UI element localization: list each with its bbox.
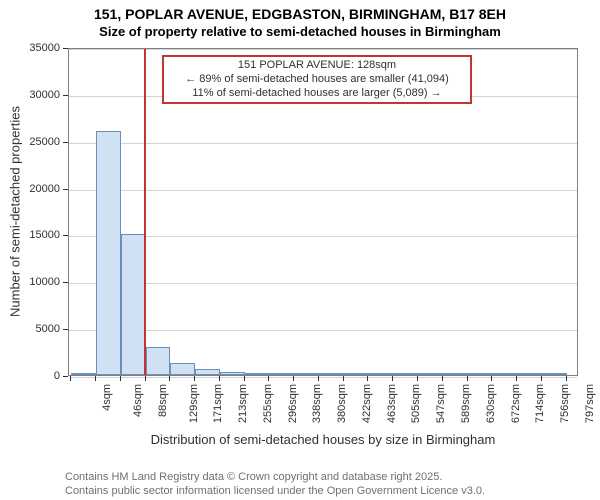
y-tick-mark [63, 282, 68, 283]
x-tick-label: 213sqm [237, 384, 249, 423]
x-tick-mark [268, 376, 269, 381]
histogram-bar [245, 373, 270, 375]
histogram-bar [418, 373, 442, 375]
x-tick-mark [145, 376, 146, 381]
x-tick-mark [70, 376, 71, 381]
y-tick-label: 35000 [20, 42, 60, 54]
histogram-bar [195, 369, 220, 375]
footer-attribution: Contains HM Land Registry data © Crown c… [65, 470, 485, 499]
plot-area: 151 POPLAR AVENUE: 128sqm← 89% of semi-d… [68, 48, 578, 376]
x-tick-label: 547sqm [436, 384, 448, 423]
reference-line [144, 49, 146, 375]
annotation-line3: 11% of semi-detached houses are larger (… [168, 87, 466, 101]
x-tick-label: 255sqm [262, 384, 274, 423]
x-tick-label: 4sqm [101, 384, 113, 411]
x-tick-mark [541, 376, 542, 381]
x-tick-label: 589sqm [460, 384, 472, 423]
chart-container: 151, POPLAR AVENUE, EDGBASTON, BIRMINGHA… [0, 0, 600, 500]
histogram-bar [269, 373, 294, 375]
chart-title-line2: Size of property relative to semi-detach… [0, 24, 600, 39]
x-tick-mark [367, 376, 368, 381]
x-tick-mark [343, 376, 344, 381]
x-tick-label: 46sqm [132, 384, 144, 417]
x-tick-label: 422sqm [361, 384, 373, 423]
x-tick-label: 463sqm [386, 384, 398, 423]
histogram-bar [170, 363, 195, 375]
x-tick-mark [194, 376, 195, 381]
y-tick-mark [63, 235, 68, 236]
y-tick-mark [63, 329, 68, 330]
histogram-bar [319, 373, 343, 375]
histogram-bar [492, 373, 517, 375]
x-tick-label: 797sqm [584, 384, 596, 423]
y-tick-label: 30000 [20, 89, 60, 101]
y-tick-label: 25000 [20, 136, 60, 148]
x-tick-mark [219, 376, 220, 381]
footer-line1: Contains HM Land Registry data © Crown c… [65, 470, 485, 484]
x-tick-mark [516, 376, 517, 381]
y-tick-label: 10000 [20, 276, 60, 288]
y-tick-mark [63, 142, 68, 143]
x-tick-mark [442, 376, 443, 381]
y-tick-mark [63, 48, 68, 49]
annotation-line2: ← 89% of semi-detached houses are smalle… [168, 73, 466, 87]
x-tick-mark [169, 376, 170, 381]
histogram-bar [368, 373, 393, 375]
histogram-bar [344, 373, 369, 375]
x-tick-label: 630sqm [485, 384, 497, 423]
y-tick-label: 20000 [20, 183, 60, 195]
x-tick-label: 505sqm [411, 384, 423, 423]
annotation-line1: 151 POPLAR AVENUE: 128sqm [168, 59, 466, 73]
x-tick-mark [120, 376, 121, 381]
x-tick-label: 672sqm [510, 384, 522, 423]
footer-line2: Contains public sector information licen… [65, 484, 485, 498]
x-tick-mark [467, 376, 468, 381]
x-axis-label: Distribution of semi-detached houses by … [68, 432, 578, 447]
x-tick-mark [417, 376, 418, 381]
y-tick-label: 15000 [20, 229, 60, 241]
chart-title-line1: 151, POPLAR AVENUE, EDGBASTON, BIRMINGHA… [0, 6, 600, 22]
y-tick-mark [63, 95, 68, 96]
y-tick-label: 5000 [20, 323, 60, 335]
histogram-bar [294, 373, 319, 375]
x-tick-label: 88sqm [157, 384, 169, 417]
histogram-bar [517, 373, 541, 375]
x-tick-label: 296sqm [287, 384, 299, 423]
x-tick-mark [318, 376, 319, 381]
x-tick-label: 756sqm [559, 384, 571, 423]
x-tick-mark [392, 376, 393, 381]
annotation-box: 151 POPLAR AVENUE: 128sqm← 89% of semi-d… [162, 55, 472, 104]
x-tick-label: 129sqm [188, 384, 200, 423]
histogram-bar [146, 347, 171, 375]
histogram-bar [121, 234, 145, 375]
histogram-bar [443, 373, 468, 375]
histogram-bar [96, 131, 121, 375]
x-tick-mark [95, 376, 96, 381]
histogram-bar [542, 373, 567, 375]
y-tick-mark [63, 189, 68, 190]
histogram-bar [468, 373, 493, 375]
y-tick-label: 0 [20, 370, 60, 382]
y-tick-mark [63, 376, 68, 377]
x-tick-label: 380sqm [336, 384, 348, 423]
histogram-bar [71, 373, 96, 375]
x-tick-label: 171sqm [213, 384, 225, 423]
x-tick-label: 338sqm [312, 384, 324, 423]
x-tick-mark [491, 376, 492, 381]
x-tick-label: 714sqm [535, 384, 547, 423]
x-tick-mark [293, 376, 294, 381]
x-tick-mark [244, 376, 245, 381]
histogram-bar [220, 372, 244, 375]
histogram-bar [393, 373, 418, 375]
x-tick-mark [566, 376, 567, 381]
